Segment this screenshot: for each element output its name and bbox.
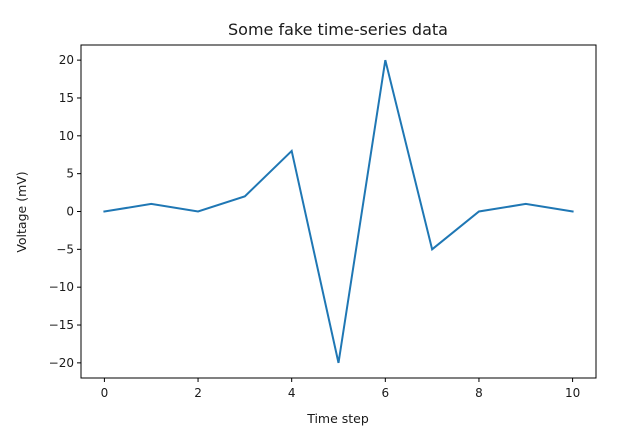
y-axis-label: Voltage (mV) [14,171,29,252]
y-tick-label: 10 [59,129,74,143]
x-axis: 0 2 4 6 8 10 [101,378,580,400]
y-tick-label: 5 [66,167,74,181]
chart-title: Some fake time-series data [228,20,448,39]
y-tick-label: −10 [49,280,74,294]
y-tick-label: 20 [59,53,74,67]
x-tick-label: 4 [288,386,296,400]
y-tick-label: 15 [59,91,74,105]
x-axis-label: Time step [306,411,369,426]
y-axis: −20 −15 −10 −5 0 5 10 15 20 [49,53,81,370]
y-tick-label: −20 [49,356,74,370]
y-tick-label: −5 [56,242,74,256]
x-tick-label: 10 [565,386,580,400]
x-tick-label: 6 [381,386,389,400]
y-tick-label: −15 [49,318,74,332]
x-tick-label: 0 [101,386,109,400]
series-layer [103,59,574,364]
x-tick-label: 8 [475,386,483,400]
y-tick-label: 0 [66,205,74,219]
x-tick-label: 2 [194,386,202,400]
